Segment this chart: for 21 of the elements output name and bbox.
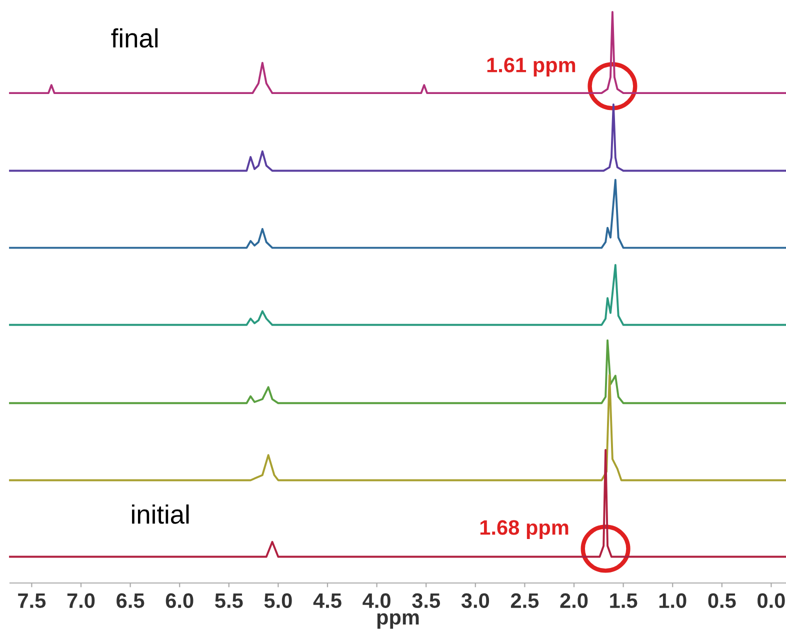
x-tick-label: 4.5 — [313, 593, 342, 608]
x-tick-label: 1.5 — [610, 593, 638, 608]
x-tick-label: 2.5 — [510, 593, 539, 608]
annotation: 1.68 ppm — [480, 520, 568, 540]
x-tick-label: 1.0 — [659, 593, 686, 608]
x-tick-label: 4.0 — [362, 593, 390, 608]
annotation: final — [111, 28, 158, 48]
x-tick-label: 5.5 — [215, 593, 243, 608]
x-tick-label: 0.0 — [758, 593, 785, 608]
x-tick-label: 3.0 — [461, 593, 490, 608]
x-tick-label: 7.0 — [67, 593, 95, 608]
x-tick-label: 7.5 — [18, 593, 46, 608]
x-tick-label: 2.0 — [560, 593, 588, 608]
x-tick-label: 0.5 — [708, 593, 736, 608]
annotation: 1.61 ppm — [487, 58, 576, 76]
x-tick-label: 3.5 — [412, 593, 440, 608]
x-tick-label: 6.0 — [166, 593, 194, 608]
x-axis-title: ppm — [377, 613, 419, 629]
x-tick-label: 6.5 — [116, 593, 144, 608]
annotation: initial — [132, 504, 189, 524]
x-tick-label: 5.0 — [264, 593, 292, 608]
